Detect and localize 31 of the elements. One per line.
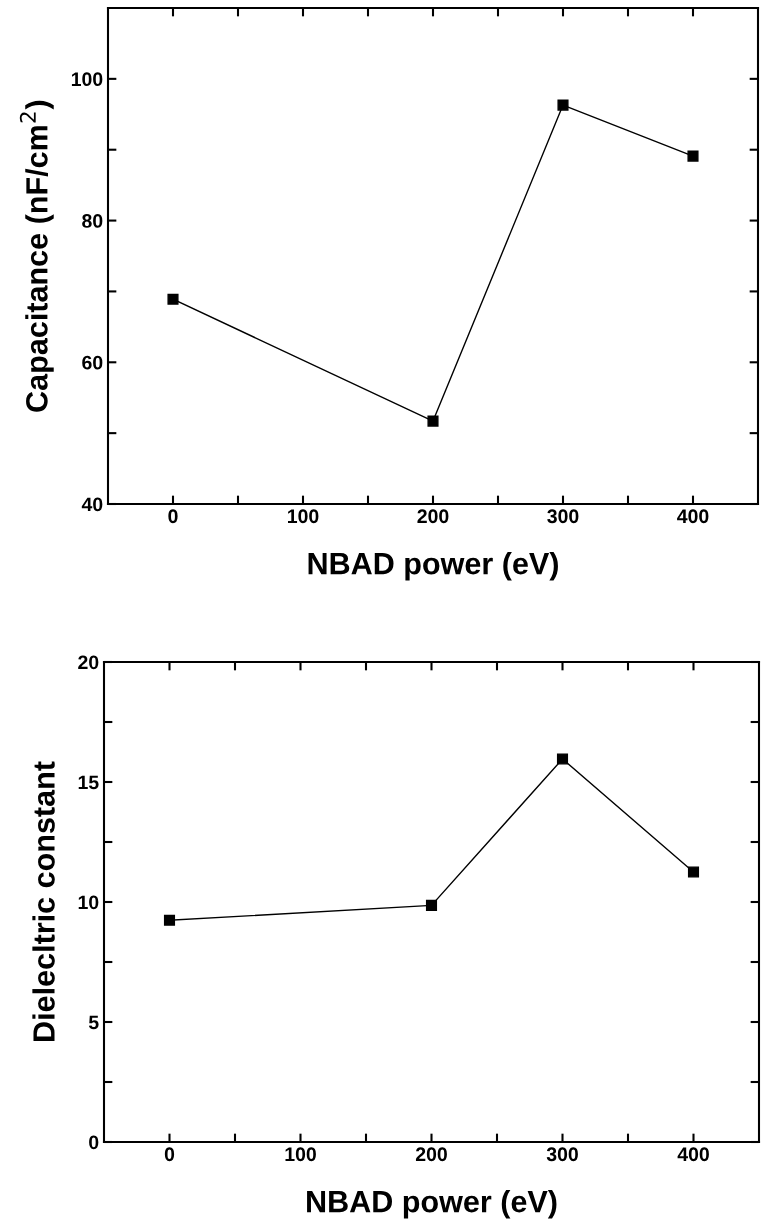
point bbox=[167, 293, 179, 305]
point bbox=[556, 753, 569, 765]
y-axis-title: Dielecltric constant bbox=[32, 761, 55, 1041]
x-tick-label: 100 bbox=[288, 509, 319, 524]
y-tick-label: 0 bbox=[89, 1135, 99, 1150]
x-tick-label: 200 bbox=[415, 1147, 447, 1162]
x-tick-label: 0 bbox=[168, 509, 178, 524]
y-tick-label: 15 bbox=[78, 775, 99, 790]
point bbox=[163, 914, 176, 926]
y-tick-label: 10 bbox=[78, 895, 99, 910]
x-tick-label: 300 bbox=[547, 509, 579, 524]
x-axis-title: NBAD power (eV) bbox=[307, 1189, 557, 1219]
y-tick-label: 20 bbox=[78, 655, 99, 670]
x-tick-label: 400 bbox=[677, 1147, 709, 1162]
x-axis-title: NBAD power (eV) bbox=[308, 551, 558, 581]
y-tick-label: 5 bbox=[88, 1015, 99, 1030]
y-tick-label: 80 bbox=[82, 214, 103, 228]
y-tick-label: 40 bbox=[81, 497, 103, 512]
point bbox=[687, 150, 699, 162]
x-tick-label: 200 bbox=[417, 509, 449, 524]
x-tick-label: 100 bbox=[285, 1147, 316, 1162]
x-tick-label: 300 bbox=[546, 1147, 578, 1162]
point bbox=[557, 99, 569, 111]
x-tick-label: 0 bbox=[164, 1147, 175, 1162]
y-tick-label: 100 bbox=[71, 72, 103, 87]
point bbox=[427, 415, 439, 427]
point bbox=[687, 866, 700, 878]
point bbox=[425, 899, 438, 911]
y-tick-label: 60 bbox=[82, 355, 103, 370]
y-axis-title: Capacitance (nF/cm$^{2}$) bbox=[19, 100, 54, 412]
x-tick-label: 400 bbox=[677, 509, 709, 524]
